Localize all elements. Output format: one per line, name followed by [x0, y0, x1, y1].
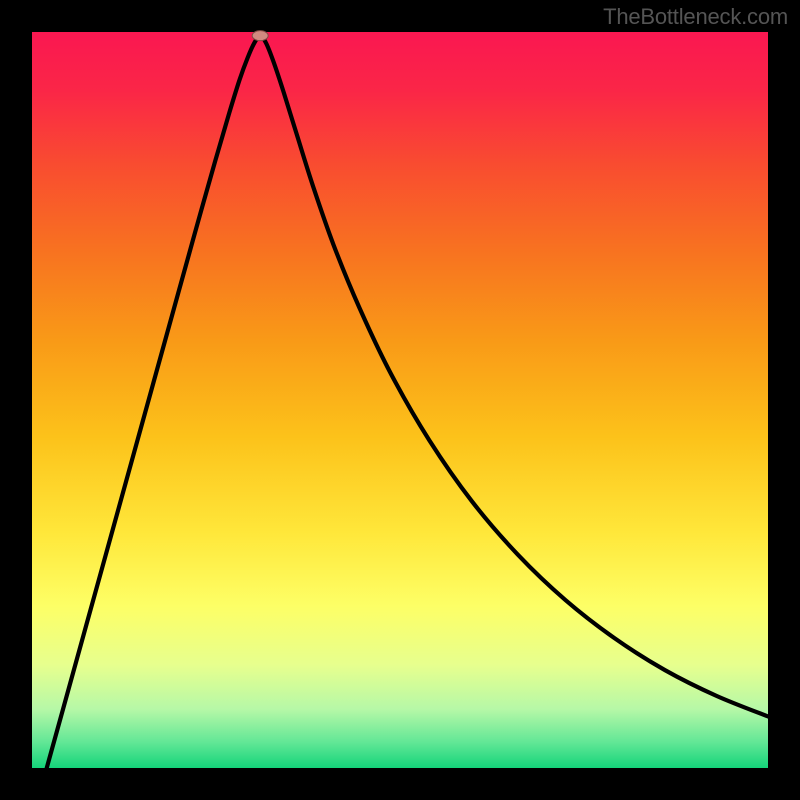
chart-frame: TheBottleneck.com	[0, 0, 800, 800]
vertex-marker	[252, 31, 268, 41]
attribution-text: TheBottleneck.com	[603, 4, 788, 30]
plot-area	[32, 32, 768, 768]
bottleneck-curve	[32, 32, 768, 768]
curve-path	[47, 36, 768, 768]
